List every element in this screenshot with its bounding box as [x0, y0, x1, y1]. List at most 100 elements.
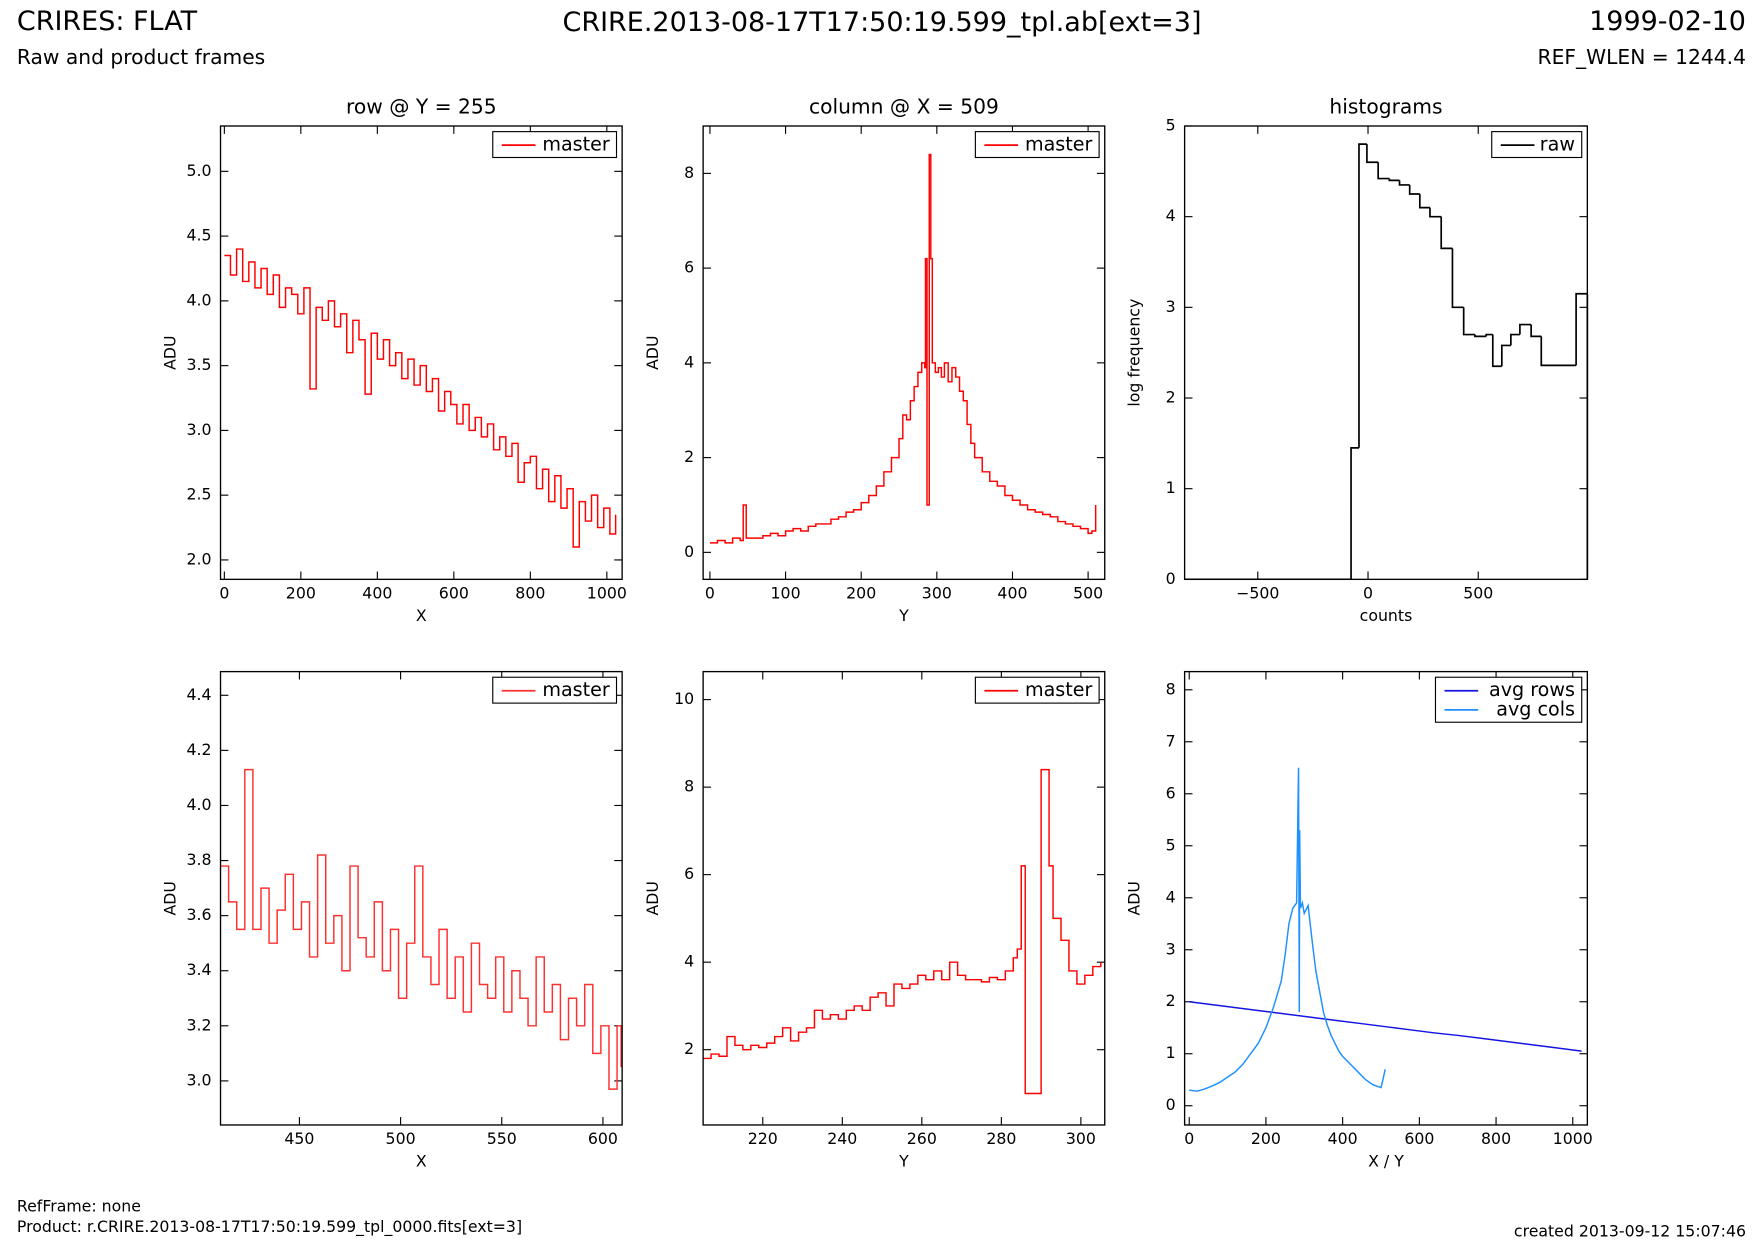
y-tick-label: 4: [1166, 206, 1176, 225]
x-tick-label: 0: [705, 583, 715, 602]
x-tick-label: 400: [997, 583, 1027, 602]
x-tick-label: 400: [362, 583, 392, 602]
y-tick-label: 4: [684, 952, 694, 971]
series-line: [703, 768, 1102, 1095]
ref-wlen: REF_WLEN = 1244.4: [1538, 45, 1746, 69]
legend-label: avg cols: [1496, 697, 1575, 720]
panel: X ADU 450 500 550 600 3.0 3.2 3.4 3.6 3.8 4.0 4.2 4.4…: [161, 670, 623, 1171]
panel: histograms counts log frequency −500 0 500 0 1 2…: [1125, 94, 1589, 625]
series-line: [1189, 767, 1386, 1092]
x-tick-label: 800: [1481, 1129, 1511, 1148]
legend-label: master: [1025, 133, 1093, 156]
x-axis-label: X: [416, 606, 427, 625]
y-tick-label: 2: [684, 1039, 694, 1058]
y-tick-label: 2: [1166, 991, 1176, 1010]
legend-box: [1434, 676, 1583, 723]
plot-frame: [219, 125, 623, 581]
y-axis-label: ADU: [161, 335, 180, 369]
x-tick-label: 220: [748, 1129, 778, 1148]
x-tick-label: 300: [922, 583, 952, 602]
x-tick-label: 200: [1251, 1129, 1281, 1148]
x-tick-label: 450: [284, 1129, 314, 1148]
plot-frame: [1183, 125, 1589, 581]
y-tick-label: 7: [1166, 731, 1176, 750]
histogram-step: [1366, 144, 1379, 164]
histogram-step: [1350, 447, 1359, 580]
y-tick-label: 4.0: [186, 290, 211, 309]
histogram-step: [1575, 292, 1588, 366]
y-axis-label: log frequency: [1125, 299, 1144, 407]
x-tick-label: 1000: [1553, 1129, 1593, 1148]
y-tick-label: 3.2: [186, 1015, 211, 1034]
y-tick-label: 4: [1166, 887, 1176, 906]
x-axis-label: X: [416, 1152, 427, 1171]
series-line: [220, 768, 622, 1090]
histogram-step: [1358, 143, 1367, 448]
x-tick-label: 280: [986, 1129, 1016, 1148]
y-tick-label: 4.2: [186, 740, 211, 759]
y-tick-label: 3.0: [186, 1070, 211, 1089]
legend-label: master: [542, 678, 610, 701]
y-axis-label: ADU: [643, 335, 662, 369]
x-tick-label: 500: [1463, 583, 1493, 602]
histogram-step: [1429, 207, 1442, 218]
y-tick-label: 6: [684, 258, 694, 277]
x-tick-label: 100: [771, 583, 801, 602]
histogram-step: [1408, 184, 1420, 195]
y-tick-label: 2.5: [186, 485, 211, 504]
x-tick-label: 200: [286, 583, 316, 602]
panel-title: column @ X = 509: [809, 94, 999, 118]
created: created 2013-09-12 15:07:46: [1514, 1221, 1746, 1240]
y-tick-label: 5: [1166, 835, 1176, 854]
histogram-step: [1474, 334, 1487, 338]
x-axis-label: Y: [898, 1152, 909, 1171]
y-tick-label: 1: [1166, 1043, 1176, 1062]
date: 1999-02-10: [1589, 6, 1746, 37]
x-tick-label: 500: [1073, 583, 1103, 602]
plot-frame: [702, 125, 1106, 581]
y-tick-label: 10: [674, 689, 694, 708]
y-axis-label: ADU: [643, 881, 662, 915]
y-tick-label: 5.0: [186, 161, 211, 180]
x-tick-label: 200: [846, 583, 876, 602]
legend-label: raw: [1540, 133, 1575, 156]
y-tick-label: 3.5: [186, 355, 211, 374]
x-tick-label: −500: [1236, 583, 1279, 602]
histogram-step: [1500, 344, 1511, 367]
panel: row @ Y = 255 X ADU 0 200 400 600 800 1000 2.0 2.5…: [161, 94, 627, 624]
y-axis-label: ADU: [1125, 881, 1144, 915]
histogram-step: [1530, 324, 1542, 338]
y-tick-label: 2: [684, 447, 694, 466]
histogram-step: [1440, 216, 1453, 250]
y-tick-label: 5: [1166, 115, 1176, 134]
legend-label: master: [1025, 678, 1093, 701]
file-title: CRIRE.2013-08-17T17:50:19.599_tpl.ab[ext…: [563, 7, 1202, 38]
histogram-step: [1462, 307, 1475, 336]
x-tick-label: 0: [1363, 583, 1373, 602]
plot-frame: [702, 670, 1106, 1126]
y-axis-label: ADU: [161, 881, 180, 915]
y-tick-label: 8: [1166, 679, 1176, 698]
x-axis-label: Y: [898, 606, 909, 625]
x-tick-label: 550: [487, 1129, 517, 1148]
y-tick-label: 4.4: [186, 685, 211, 704]
x-tick-label: 300: [1066, 1129, 1096, 1148]
page-subtitle: Raw and product frames: [17, 45, 265, 69]
panel: column @ X = 509 Y ADU 0 100 200 300 400 500 0 2 4 6…: [643, 94, 1106, 625]
y-tick-label: 3.6: [186, 905, 211, 924]
y-tick-label: 8: [684, 163, 694, 182]
y-tick-label: 8: [684, 777, 694, 796]
x-tick-label: 800: [515, 583, 545, 602]
histogram-step: [1540, 336, 1577, 367]
y-tick-label: 2: [1166, 388, 1176, 407]
x-tick-label: 400: [1328, 1129, 1358, 1148]
series-line: [1189, 1001, 1582, 1052]
y-tick-label: 1: [1166, 478, 1176, 497]
legend-label: avg rows: [1489, 678, 1575, 701]
legend-label: master: [542, 133, 610, 156]
y-tick-label: 3.4: [186, 960, 211, 979]
series-line: [709, 153, 1097, 544]
y-tick-label: 0: [1166, 569, 1176, 588]
histogram-step: [1388, 178, 1400, 182]
histogram-step: [1485, 333, 1493, 337]
